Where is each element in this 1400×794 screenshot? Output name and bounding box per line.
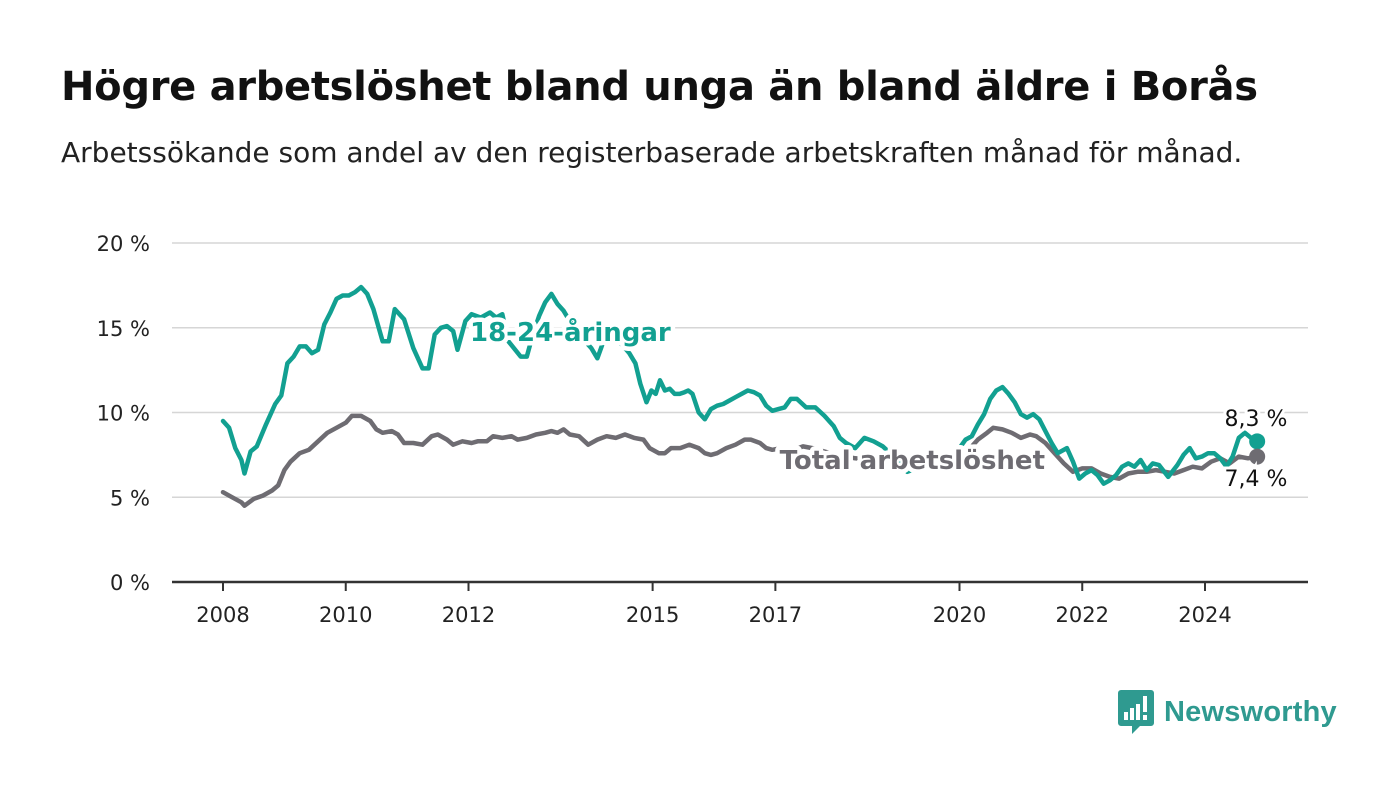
- y-tick-label: 15 %: [97, 317, 150, 341]
- series-line-total: [220, 413, 1260, 508]
- x-axis: 2008 2010 2012 2015 2017 2020 2022 2024: [172, 580, 1308, 627]
- x-tick-label: 2015: [626, 603, 679, 627]
- x-tick-label: 2012: [442, 603, 495, 627]
- end-value-total: 7,4 %: [1225, 467, 1288, 492]
- y-tick-label: 10 %: [97, 402, 150, 426]
- newsworthy-brand[interactable]: Newsworthy: [1118, 690, 1337, 734]
- x-tick-label: 2022: [1056, 603, 1109, 627]
- end-point-total: [1249, 448, 1266, 465]
- y-axis: 0 % 5 % 10 % 15 % 20 %: [97, 232, 150, 595]
- x-tick-label: 2010: [319, 603, 372, 627]
- x-tick-label: 2024: [1178, 603, 1231, 627]
- x-tick-label: 2008: [196, 603, 249, 627]
- newsworthy-logo-icon: [1118, 690, 1154, 734]
- series-label-youth: 18-24-åringar: [470, 316, 671, 348]
- chart-title: Högre arbetslöshet bland unga än bland ä…: [61, 64, 1258, 110]
- gridlines: [172, 242, 1308, 498]
- series-lines: [220, 284, 1266, 508]
- series-label-total: Total arbetslöshet: [780, 446, 1045, 476]
- end-point-youth: [1249, 433, 1266, 450]
- end-value-youth: 8,3 %: [1225, 407, 1288, 432]
- y-tick-label: 5 %: [110, 486, 150, 510]
- y-tick-label: 0 %: [110, 571, 150, 595]
- x-tick-label: 2020: [933, 603, 986, 627]
- chart-subtitle: Arbetssökande som andel av den registerb…: [61, 136, 1243, 169]
- series-line-youth: [220, 284, 1260, 486]
- y-tick-label: 20 %: [97, 232, 150, 256]
- brand-name: Newsworthy: [1164, 695, 1337, 728]
- x-tick-label: 2017: [749, 603, 802, 627]
- series-labels: 18-24-åringar Total arbetslöshet 8,3 % 7,4 …: [466, 312, 1291, 496]
